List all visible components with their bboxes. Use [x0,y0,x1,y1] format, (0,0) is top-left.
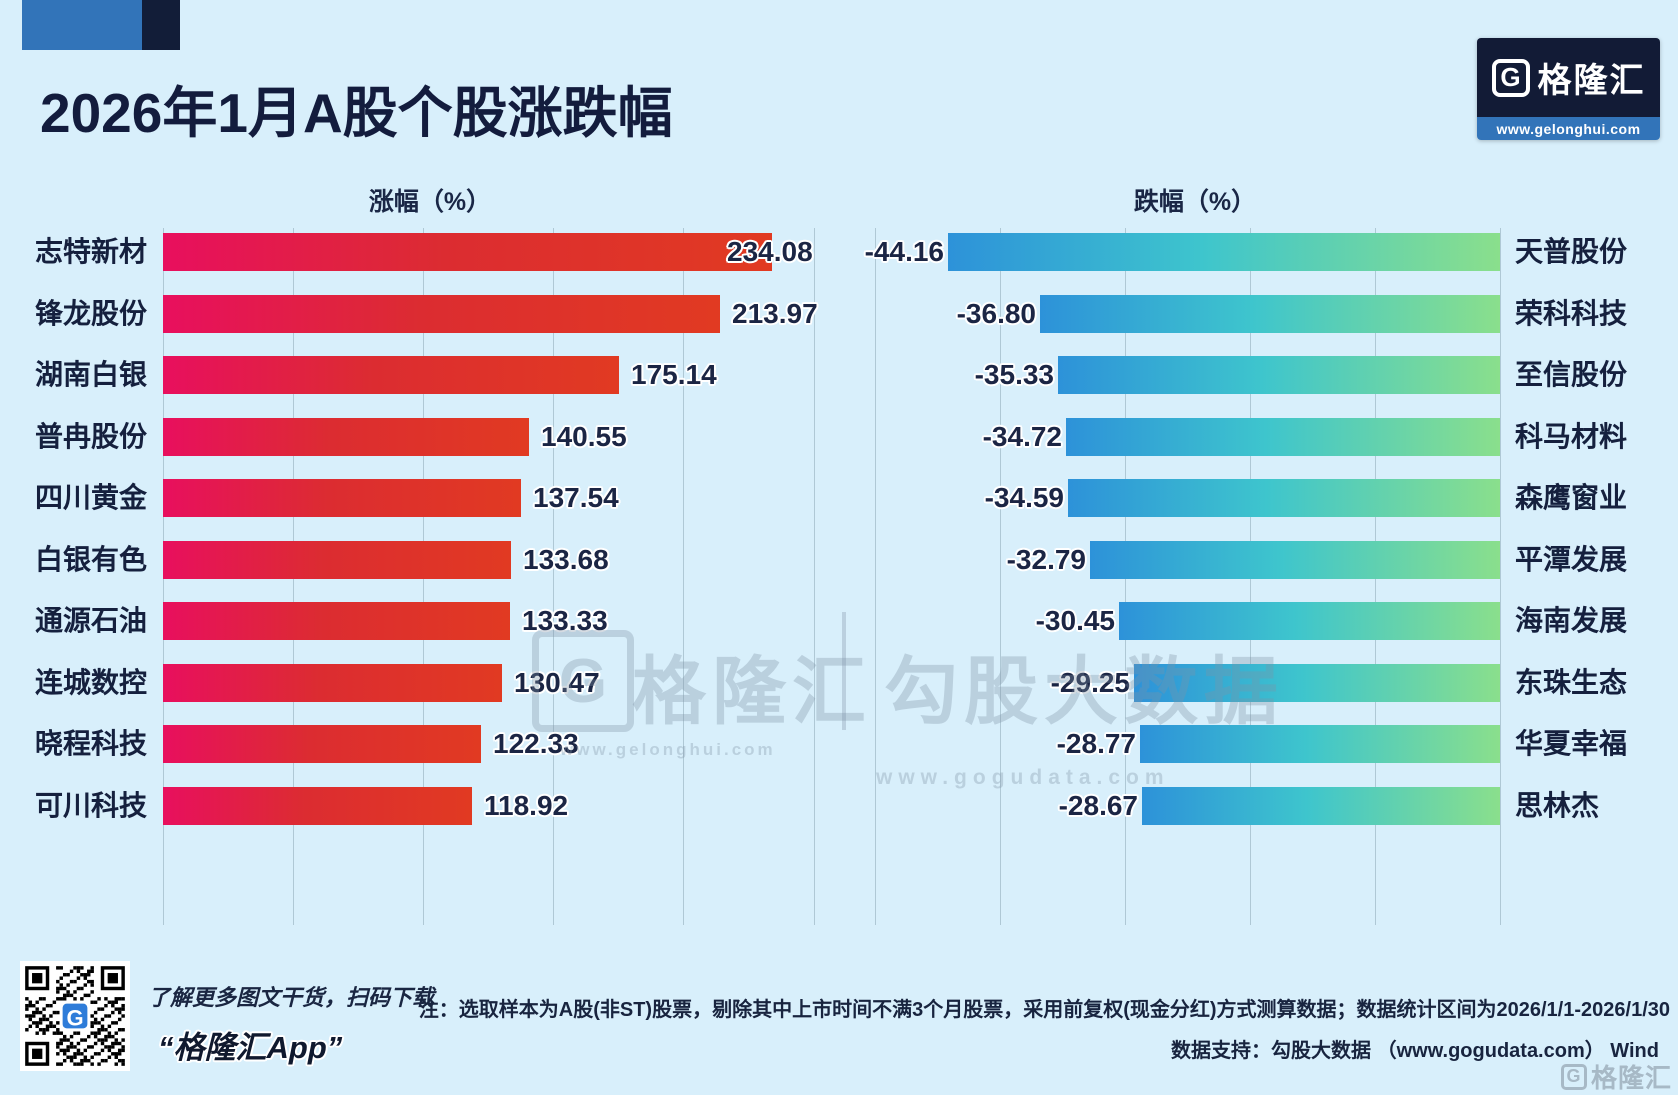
loss-bar [1040,295,1500,333]
gain-value-label: 118.92 [484,790,569,821]
gain-category-label: 连城数控 [34,667,147,698]
loss-category-label: 森鹰窗业 [1515,482,1628,513]
loss-category-label: 荣科科技 [1515,298,1628,329]
loss-category-label: 至信股份 [1515,359,1628,390]
app-name-caption: “格隆汇App” [158,1030,343,1065]
loss-category-label: 科马材料 [1515,421,1628,452]
watermark-g-icon: G [532,630,634,732]
gain-value-label: 175.14 [631,359,717,390]
qr-caption: 了解更多图文干货，扫码下载 [148,985,435,1010]
gain-category-label: 晓程科技 [34,728,147,759]
gain-value-label: 133.68 [523,544,609,575]
loss-value-label: -36.80 [956,298,1036,329]
gelonghui-logo: G 格隆汇 www.gelonghui.com [1477,38,1660,140]
gain-bar [163,233,772,271]
loss-category-label: 海南发展 [1515,605,1628,636]
gain-bar [163,602,510,640]
gain-value-label: 213.97 [732,298,818,329]
gain-gridline [683,228,685,925]
loss-gridline [875,228,876,925]
gelonghui-logo-brand: 格隆汇 [1537,62,1646,100]
loss-value-label: -34.72 [982,421,1062,452]
gain-bar [163,356,619,394]
loss-gridline [1500,228,1501,925]
loss-value-label: -29.25 [1050,667,1130,698]
loss-bar [948,233,1500,271]
gain-category-label: 四川黄金 [34,482,147,513]
corner-g-icon: G [1560,1063,1587,1090]
footnote-data-source: 数据支持：勾股大数据 （www.gogudata.com） Wind [1171,1040,1659,1062]
gain-chart-title: 涨幅（%） [368,188,492,216]
gain-category-label: 普冉股份 [34,421,147,452]
gain-value-label: 140.55 [541,421,627,452]
gain-value-label: 137.54 [533,482,619,513]
watermark-partner: 勾股大数据 [884,650,1284,733]
gain-category-label: 通源石油 [34,605,147,636]
gain-bar [163,787,472,825]
loss-bar [1140,725,1500,763]
gain-bar [163,664,502,702]
loss-value-label: -28.77 [1056,728,1136,759]
loss-value-label: -28.67 [1058,790,1138,821]
loss-chart-title: 跌幅（%） [1133,188,1257,216]
gain-category-label: 志特新材 [34,236,147,267]
loss-category-label: 平潭发展 [1515,544,1628,575]
loss-category-label: 思林杰 [1515,790,1600,821]
gain-value-label: 130.47 [514,667,600,698]
gain-gridline [813,228,815,925]
gain-category-label: 白银有色 [34,544,147,575]
loss-bar [1090,541,1500,579]
loss-category-label: 华夏幸福 [1515,728,1628,759]
gain-bar [163,479,521,517]
loss-bar [1066,418,1500,456]
loss-bar [1058,356,1500,394]
loss-value-label: -34.59 [984,482,1064,513]
gelonghui-logo-main: G 格隆汇 [1477,38,1660,117]
watermark-brand-url: www.gelonghui.com [560,740,776,759]
gain-bar [163,418,529,456]
corner-brand: 格隆汇 [1590,1063,1672,1093]
watermark-divider [842,612,846,730]
loss-bar [1134,664,1500,702]
gelonghui-logo-url: www.gelonghui.com [1496,120,1641,137]
gain-bar [163,295,720,333]
top-left-decoration-navy [142,0,180,50]
loss-value-label: -35.33 [974,359,1054,390]
gelonghui-g-icon: G [1491,58,1530,97]
loss-bar [1119,602,1500,640]
corner-watermark: G 格隆汇 [1560,1058,1672,1095]
qr-code: G [20,961,130,1071]
gain-category-label: 可川科技 [34,790,147,821]
loss-bar [1142,787,1500,825]
gain-bar [163,725,481,763]
loss-category-label: 天普股份 [1515,236,1628,267]
page-title: 2026年1月A股个股涨跌幅 [40,82,673,144]
loss-gridline [1000,228,1001,925]
footnote-methodology: 注：选取样本为A股(非ST)股票，剔除其中上市时间不满3个月股票，采用前复权(现… [418,999,1670,1021]
gain-gridline [553,228,555,925]
loss-category-label: 东珠生态 [1515,667,1628,698]
watermark-brand: 格隆汇 [632,650,872,733]
gain-value-label: 234.08 [727,236,813,267]
loss-bar [1068,479,1500,517]
top-left-decoration-blue [22,0,142,50]
gain-category-label: 锋龙股份 [34,298,147,329]
loss-value-label: -44.16 [864,236,944,267]
gelonghui-logo-url-strip: www.gelonghui.com [1477,117,1660,140]
gain-value-label: 122.33 [493,728,579,759]
loss-value-label: -30.45 [1035,605,1115,636]
gain-bar [163,541,511,579]
svg-text:G: G [66,1006,83,1031]
gain-category-label: 湖南白银 [34,359,147,390]
loss-value-label: -32.79 [1006,544,1086,575]
watermark-partner-url: www.gogudata.com [876,766,1170,789]
